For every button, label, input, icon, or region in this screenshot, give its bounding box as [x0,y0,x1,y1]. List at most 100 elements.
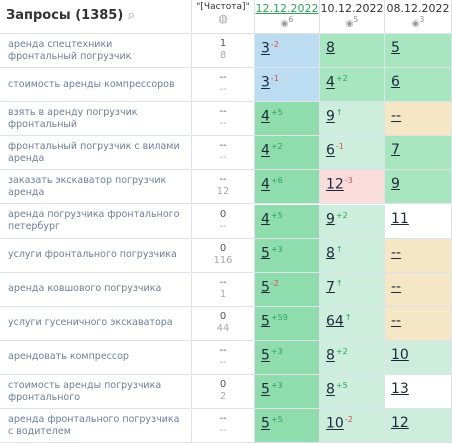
date-header[interactable]: 12.12.2022 ◉6 [255,0,320,34]
query-header[interactable]: Запросы (1385) ⌕ [0,0,192,34]
position-value[interactable]: -- [391,312,402,329]
position-value[interactable]: 4 [261,108,270,125]
date-label[interactable]: 10.12.2022 [320,2,384,15]
position-value[interactable]: 8 [326,381,335,398]
position-value[interactable]: 5 [261,279,270,296]
query-cell[interactable]: стоимость аренды компрессоров [0,68,192,103]
position-value[interactable]: 8 [326,40,335,56]
query-cell[interactable]: фронтальный погрузчик с вилами аренда [0,136,192,171]
position-cell: 4+5 [255,204,320,239]
position-change: -3 [344,176,353,186]
position-cell: 7 [385,136,452,171]
position-change: -2 [344,415,353,425]
position-value[interactable]: 11 [391,210,409,227]
freq-sub: -- [219,425,227,437]
position-cell: 12 [385,409,452,444]
position-value[interactable]: 10 [391,346,409,363]
query-cell[interactable]: заказать экскаватор погрузчик аренда [0,170,192,205]
position-value[interactable]: 6 [391,74,400,91]
date-label[interactable]: 12.12.2022 [255,2,319,15]
query-cell[interactable]: взять в аренду погрузчик фронтальный [0,102,192,137]
position-cell: 3-1 [255,68,320,103]
globe-icon: ◍ [218,12,228,25]
position-cell: -- [385,238,452,273]
position-value[interactable]: 7 [326,279,335,296]
freq-value: -- [219,140,227,152]
position-change: +3 [270,244,283,254]
freq-sub: 12 [216,186,230,198]
position-cell: 10 [385,340,452,375]
position-value[interactable]: 5 [261,415,270,432]
position-value[interactable]: 3 [261,74,270,91]
date-header[interactable]: 10.12.2022 ◉5 [320,0,385,34]
position-value[interactable]: 8 [326,347,335,364]
freq-title: "[Частота]" [196,2,250,12]
percent-icon: ◉ [345,19,354,29]
position-value[interactable]: 5 [261,381,270,398]
query-cell[interactable]: аренда спецтехники фронтальный погрузчик [0,34,192,69]
position-value[interactable]: 5 [391,40,400,56]
position-cell: 8↑ [320,238,385,273]
position-value[interactable]: 6 [326,142,335,159]
query-cell[interactable]: стоимость аренды погрузчика фронтального [0,375,192,410]
position-cell: -- [385,306,452,341]
position-value[interactable]: 12 [326,177,344,194]
position-change: +2 [335,74,348,84]
query-cell[interactable]: услуги фронтального погрузчика [0,238,192,273]
position-change: -1 [335,142,344,152]
freq-sub: 116 [213,254,233,266]
position-change: +5 [270,108,283,118]
position-cell: 8+2 [320,340,385,375]
position-cell: 5+59 [255,306,320,341]
position-value[interactable]: -- [391,108,402,125]
query-cell[interactable]: арендовать компрессор [0,340,192,375]
freq-value: 0 [219,208,227,220]
freq-header[interactable]: "[Частота]" ◍ [192,0,255,34]
position-cell: 8 [320,34,385,69]
position-change: -2 [270,40,279,49]
position-cell: 5 [385,34,452,69]
position-value[interactable]: 5 [261,245,270,262]
position-change: -2 [270,278,279,288]
position-value[interactable]: 10 [326,415,344,432]
position-value[interactable]: 8 [326,245,335,262]
position-value[interactable]: -- [391,244,402,261]
freq-cell: -- 12 [192,170,255,205]
position-value[interactable]: 9 [326,211,335,228]
position-value[interactable]: 4 [261,177,270,194]
position-value[interactable]: 3 [261,40,270,57]
position-value[interactable]: 9 [326,108,335,125]
position-change: ↑ [335,108,343,118]
position-value[interactable]: -- [391,278,402,295]
search-icon[interactable]: ⌕ [127,8,136,23]
date-count: ◉5 [320,15,384,29]
query-cell[interactable]: услуги гусеничного экскаватора [0,306,192,341]
count: 5 [353,15,359,24]
freq-value: -- [219,276,227,288]
position-value[interactable]: 12 [391,415,409,432]
query-cell[interactable]: аренда фронтального погрузчика с водител… [0,409,192,444]
position-value[interactable]: 9 [391,176,400,193]
position-value[interactable]: 5 [261,313,270,330]
position-change: +59 [270,312,288,322]
date-header[interactable]: 08.12.2022 ◉3 [385,0,452,34]
date-label[interactable]: 08.12.2022 [386,2,450,15]
position-value[interactable]: 4 [261,142,270,159]
position-value[interactable]: 5 [261,347,270,364]
query-cell[interactable]: аренда ковшового погрузчика [0,272,192,307]
query-title: Запросы (1385) [6,8,124,23]
position-cell: -- [385,102,452,137]
position-value[interactable]: 4 [261,211,270,228]
position-value[interactable]: 7 [391,142,400,159]
freq-sub: -- [219,84,227,96]
position-cell: 4+5 [255,102,320,137]
percent-icon: ◉ [411,19,420,29]
position-value[interactable]: 64 [326,313,344,330]
query-cell[interactable]: аренда погрузчика фронтального петербург [0,204,192,239]
position-value[interactable]: 13 [391,381,409,397]
position-change: +3 [270,381,283,390]
position-cell: 8+5 [320,375,385,410]
position-value[interactable]: 4 [326,74,335,91]
position-change: +2 [270,142,283,152]
